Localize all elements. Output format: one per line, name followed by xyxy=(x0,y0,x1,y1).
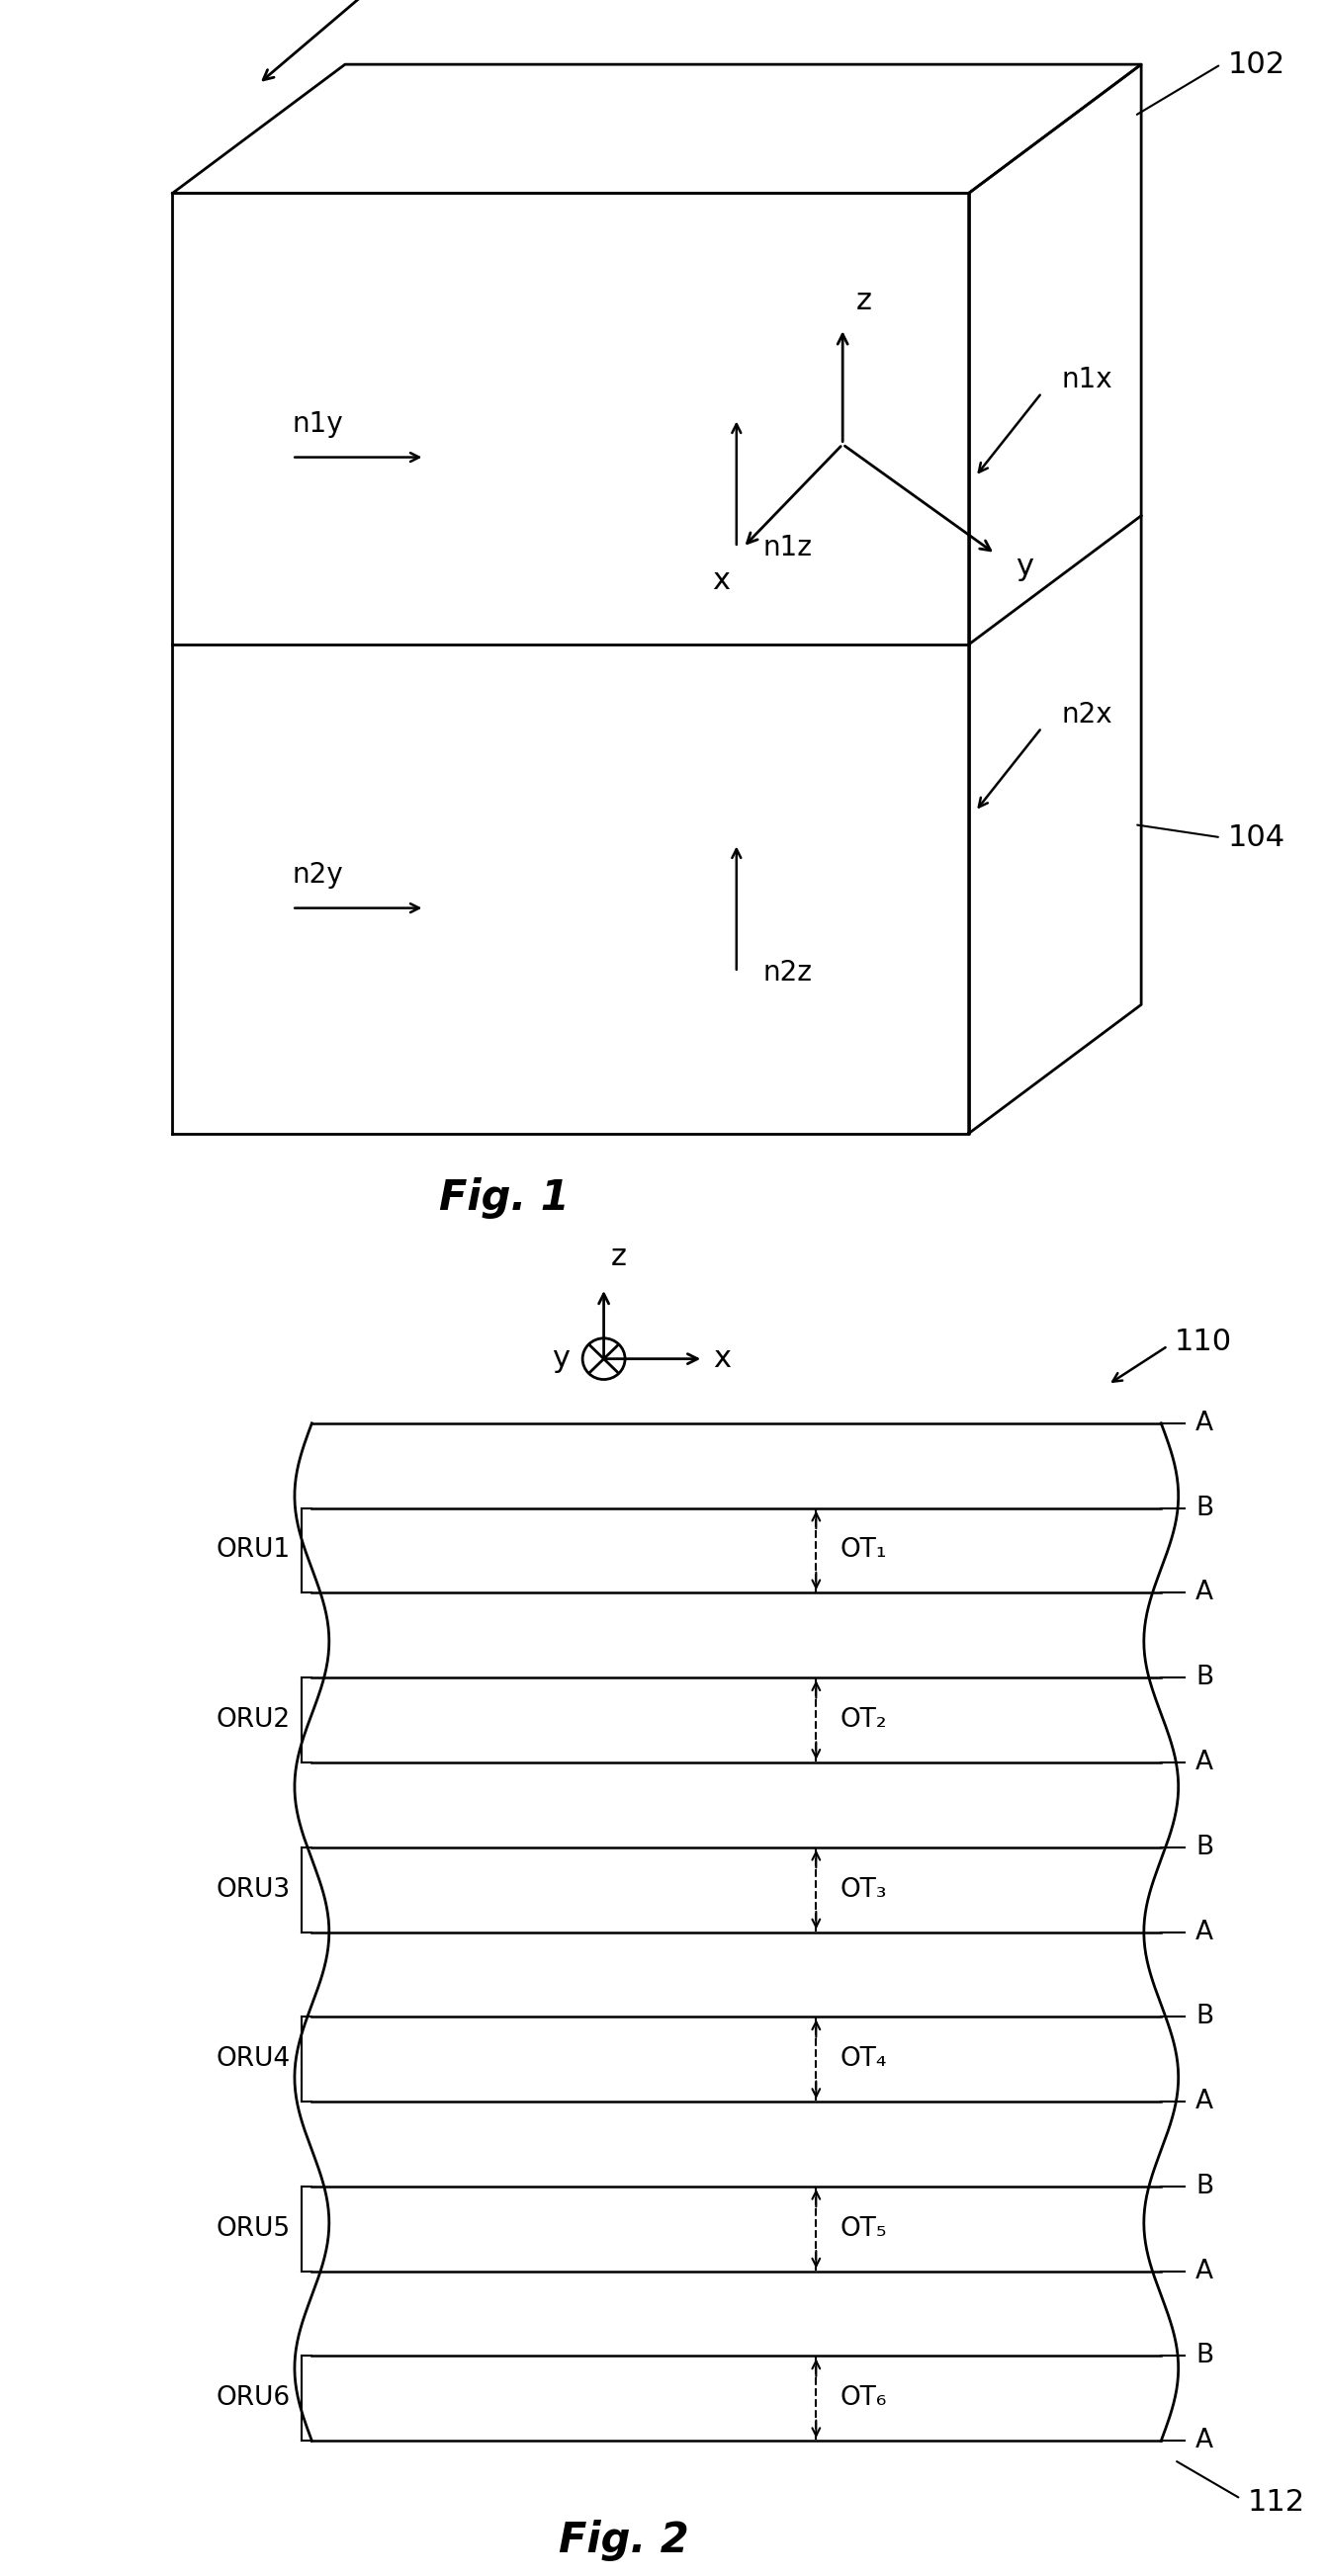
Text: B: B xyxy=(1196,1664,1214,1690)
Text: 102: 102 xyxy=(1227,49,1285,80)
Text: x: x xyxy=(713,567,730,595)
Text: n2y: n2y xyxy=(292,860,342,889)
Text: OT₅: OT₅ xyxy=(840,2215,886,2241)
Text: B: B xyxy=(1196,2344,1214,2370)
Text: n2x: n2x xyxy=(1062,701,1112,729)
Text: x: x xyxy=(713,1345,730,1373)
Text: ORU3: ORU3 xyxy=(216,1878,291,1904)
Text: B: B xyxy=(1196,1494,1214,1520)
Text: ORU1: ORU1 xyxy=(216,1538,291,1564)
Text: n1z: n1z xyxy=(763,533,812,562)
Text: 104: 104 xyxy=(1227,824,1285,853)
Text: A: A xyxy=(1196,2089,1213,2115)
Text: OT₁: OT₁ xyxy=(840,1538,886,1564)
Text: A: A xyxy=(1196,2429,1213,2452)
Text: A: A xyxy=(1196,1749,1213,1775)
Text: B: B xyxy=(1196,2174,1214,2200)
Text: A: A xyxy=(1196,1579,1213,1605)
Text: B: B xyxy=(1196,2004,1214,2030)
Text: OT₄: OT₄ xyxy=(840,2045,886,2071)
Text: y: y xyxy=(552,1345,569,1373)
Text: A: A xyxy=(1196,1919,1213,1945)
Text: A: A xyxy=(1196,1412,1213,1435)
Text: z: z xyxy=(856,286,872,317)
Text: OT₃: OT₃ xyxy=(840,1878,886,1904)
Text: B: B xyxy=(1196,1834,1214,1860)
Text: 110: 110 xyxy=(1174,1327,1231,1358)
Text: n2z: n2z xyxy=(763,958,812,987)
Text: ORU6: ORU6 xyxy=(216,2385,291,2411)
Text: OT₂: OT₂ xyxy=(840,1708,886,1734)
Text: Fig. 2: Fig. 2 xyxy=(559,2519,689,2561)
Text: ORU4: ORU4 xyxy=(216,2045,291,2071)
Text: 112: 112 xyxy=(1247,2488,1304,2517)
Text: OT₆: OT₆ xyxy=(840,2385,886,2411)
Text: ORU2: ORU2 xyxy=(216,1708,291,1734)
Text: ORU5: ORU5 xyxy=(216,2215,291,2241)
Text: n1x: n1x xyxy=(1062,366,1112,394)
Text: n1y: n1y xyxy=(292,410,342,438)
Text: z: z xyxy=(610,1242,626,1273)
Text: Fig. 1: Fig. 1 xyxy=(439,1177,569,1218)
Text: A: A xyxy=(1196,2259,1213,2285)
Text: y: y xyxy=(1015,551,1032,582)
